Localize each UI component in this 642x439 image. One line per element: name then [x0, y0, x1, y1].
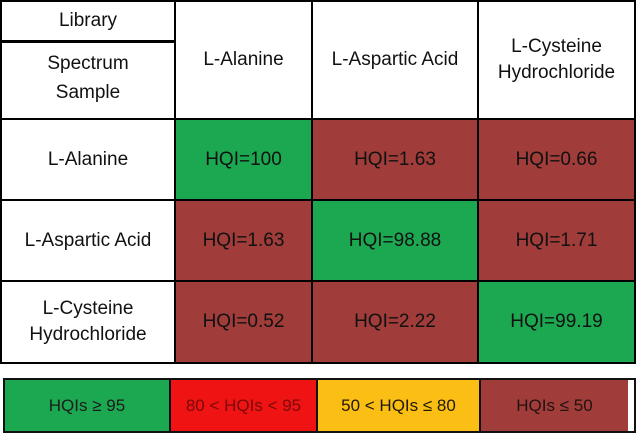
corner-sample-label: Sample — [55, 82, 121, 104]
row-header-l-aspartic-acid: L-Aspartic Acid — [2, 201, 176, 282]
row-header-l-alanine: L-Alanine — [2, 120, 176, 201]
legend-item-high: HQIs ≥ 95 — [5, 380, 171, 431]
hqi-cell-r2c1: HQI=1.63 — [176, 201, 313, 282]
corner-lower-labels: Spectrum Sample — [2, 43, 174, 118]
hqi-cell-r3c1: HQI=0.52 — [176, 282, 313, 362]
legend-item-low: HQIs ≤ 50 — [481, 380, 628, 431]
hqi-cell-r1c3: HQI=0.66 — [479, 120, 634, 201]
corner-header-cell: Library Spectrum Sample — [2, 2, 176, 120]
corner-library-label: Library — [58, 10, 118, 32]
hqi-cell-r2c3: HQI=1.71 — [479, 201, 634, 282]
corner-divider-line — [2, 40, 174, 43]
column-header-l-cysteine-hydrochloride: L-Cysteine Hydrochloride — [479, 2, 634, 120]
column-header-l-aspartic-acid: L-Aspartic Acid — [313, 2, 479, 120]
legend-item-mid-high: 80 < HQIs < 95 — [171, 380, 318, 431]
hqi-cell-r1c2: HQI=1.63 — [313, 120, 479, 201]
hqi-cell-r1c1: HQI=100 — [176, 120, 313, 201]
row-header-l-cysteine-hydrochloride: L-Cysteine Hydrochloride — [2, 282, 176, 362]
hqi-color-legend: HQIs ≥ 95 80 < HQIs < 95 50 < HQIs ≤ 80 … — [3, 378, 636, 433]
hqi-matrix-table: Library Spectrum Sample L-Alanine L-Aspa… — [0, 0, 636, 364]
corner-spectrum-label: Spectrum — [47, 52, 129, 74]
column-header-l-alanine: L-Alanine — [176, 2, 313, 120]
legend-item-mid-low: 50 < HQIs ≤ 80 — [318, 380, 481, 431]
hqi-cell-r2c2: HQI=98.88 — [313, 201, 479, 282]
hqi-cell-r3c2: HQI=2.22 — [313, 282, 479, 362]
hqi-cell-r3c3: HQI=99.19 — [479, 282, 634, 362]
